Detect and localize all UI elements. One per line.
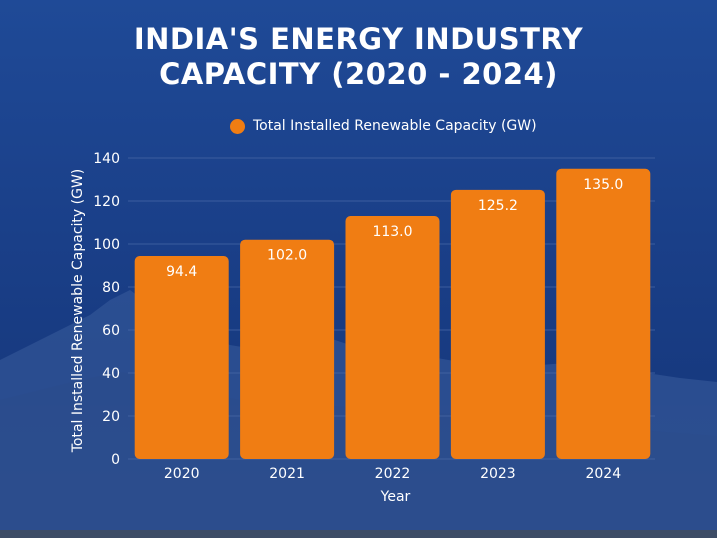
y-tick-label: 100 <box>93 237 120 253</box>
y-tick-label: 120 <box>93 194 120 210</box>
bar-value-label: 94.4 <box>166 264 197 280</box>
legend-swatch-icon <box>230 118 245 134</box>
x-tick-label: 2021 <box>269 466 305 482</box>
x-tick-label: 2020 <box>164 466 200 482</box>
bar <box>240 239 335 459</box>
bar-value-label: 113.0 <box>372 224 412 240</box>
legend: Total Installed Renewable Capacity (GW) <box>230 118 537 134</box>
y-tick-label: 40 <box>102 366 120 382</box>
y-tick-label: 60 <box>102 323 120 339</box>
legend-label: Total Installed Renewable Capacity (GW) <box>253 118 537 134</box>
bottom-strip <box>0 530 717 538</box>
x-tick-label: 2023 <box>480 466 516 482</box>
bar-value-label: 135.0 <box>583 177 623 193</box>
bar-value-label: 125.2 <box>478 198 518 214</box>
bar <box>450 189 545 459</box>
y-axis-title: Total Installed Renewable Capacity (GW) <box>70 169 86 454</box>
y-tick-label: 0 <box>111 452 120 468</box>
chart-title: INDIA'S ENERGY INDUSTRY CAPACITY (2020 -… <box>0 22 717 92</box>
bar <box>345 216 440 459</box>
bar <box>556 168 651 459</box>
bar-value-label: 102.0 <box>267 248 307 264</box>
bar <box>134 256 229 459</box>
chart-title-line1: INDIA'S ENERGY INDUSTRY <box>133 22 584 56</box>
y-tick-label: 80 <box>102 280 120 296</box>
x-tick-label: 2024 <box>585 466 621 482</box>
x-tick-label: 2022 <box>375 466 411 482</box>
x-axis-title: Year <box>380 489 411 505</box>
chart-title-line2: CAPACITY (2020 - 2024) <box>159 57 558 91</box>
y-tick-label: 20 <box>102 409 120 425</box>
y-tick-label: 140 <box>93 151 120 167</box>
